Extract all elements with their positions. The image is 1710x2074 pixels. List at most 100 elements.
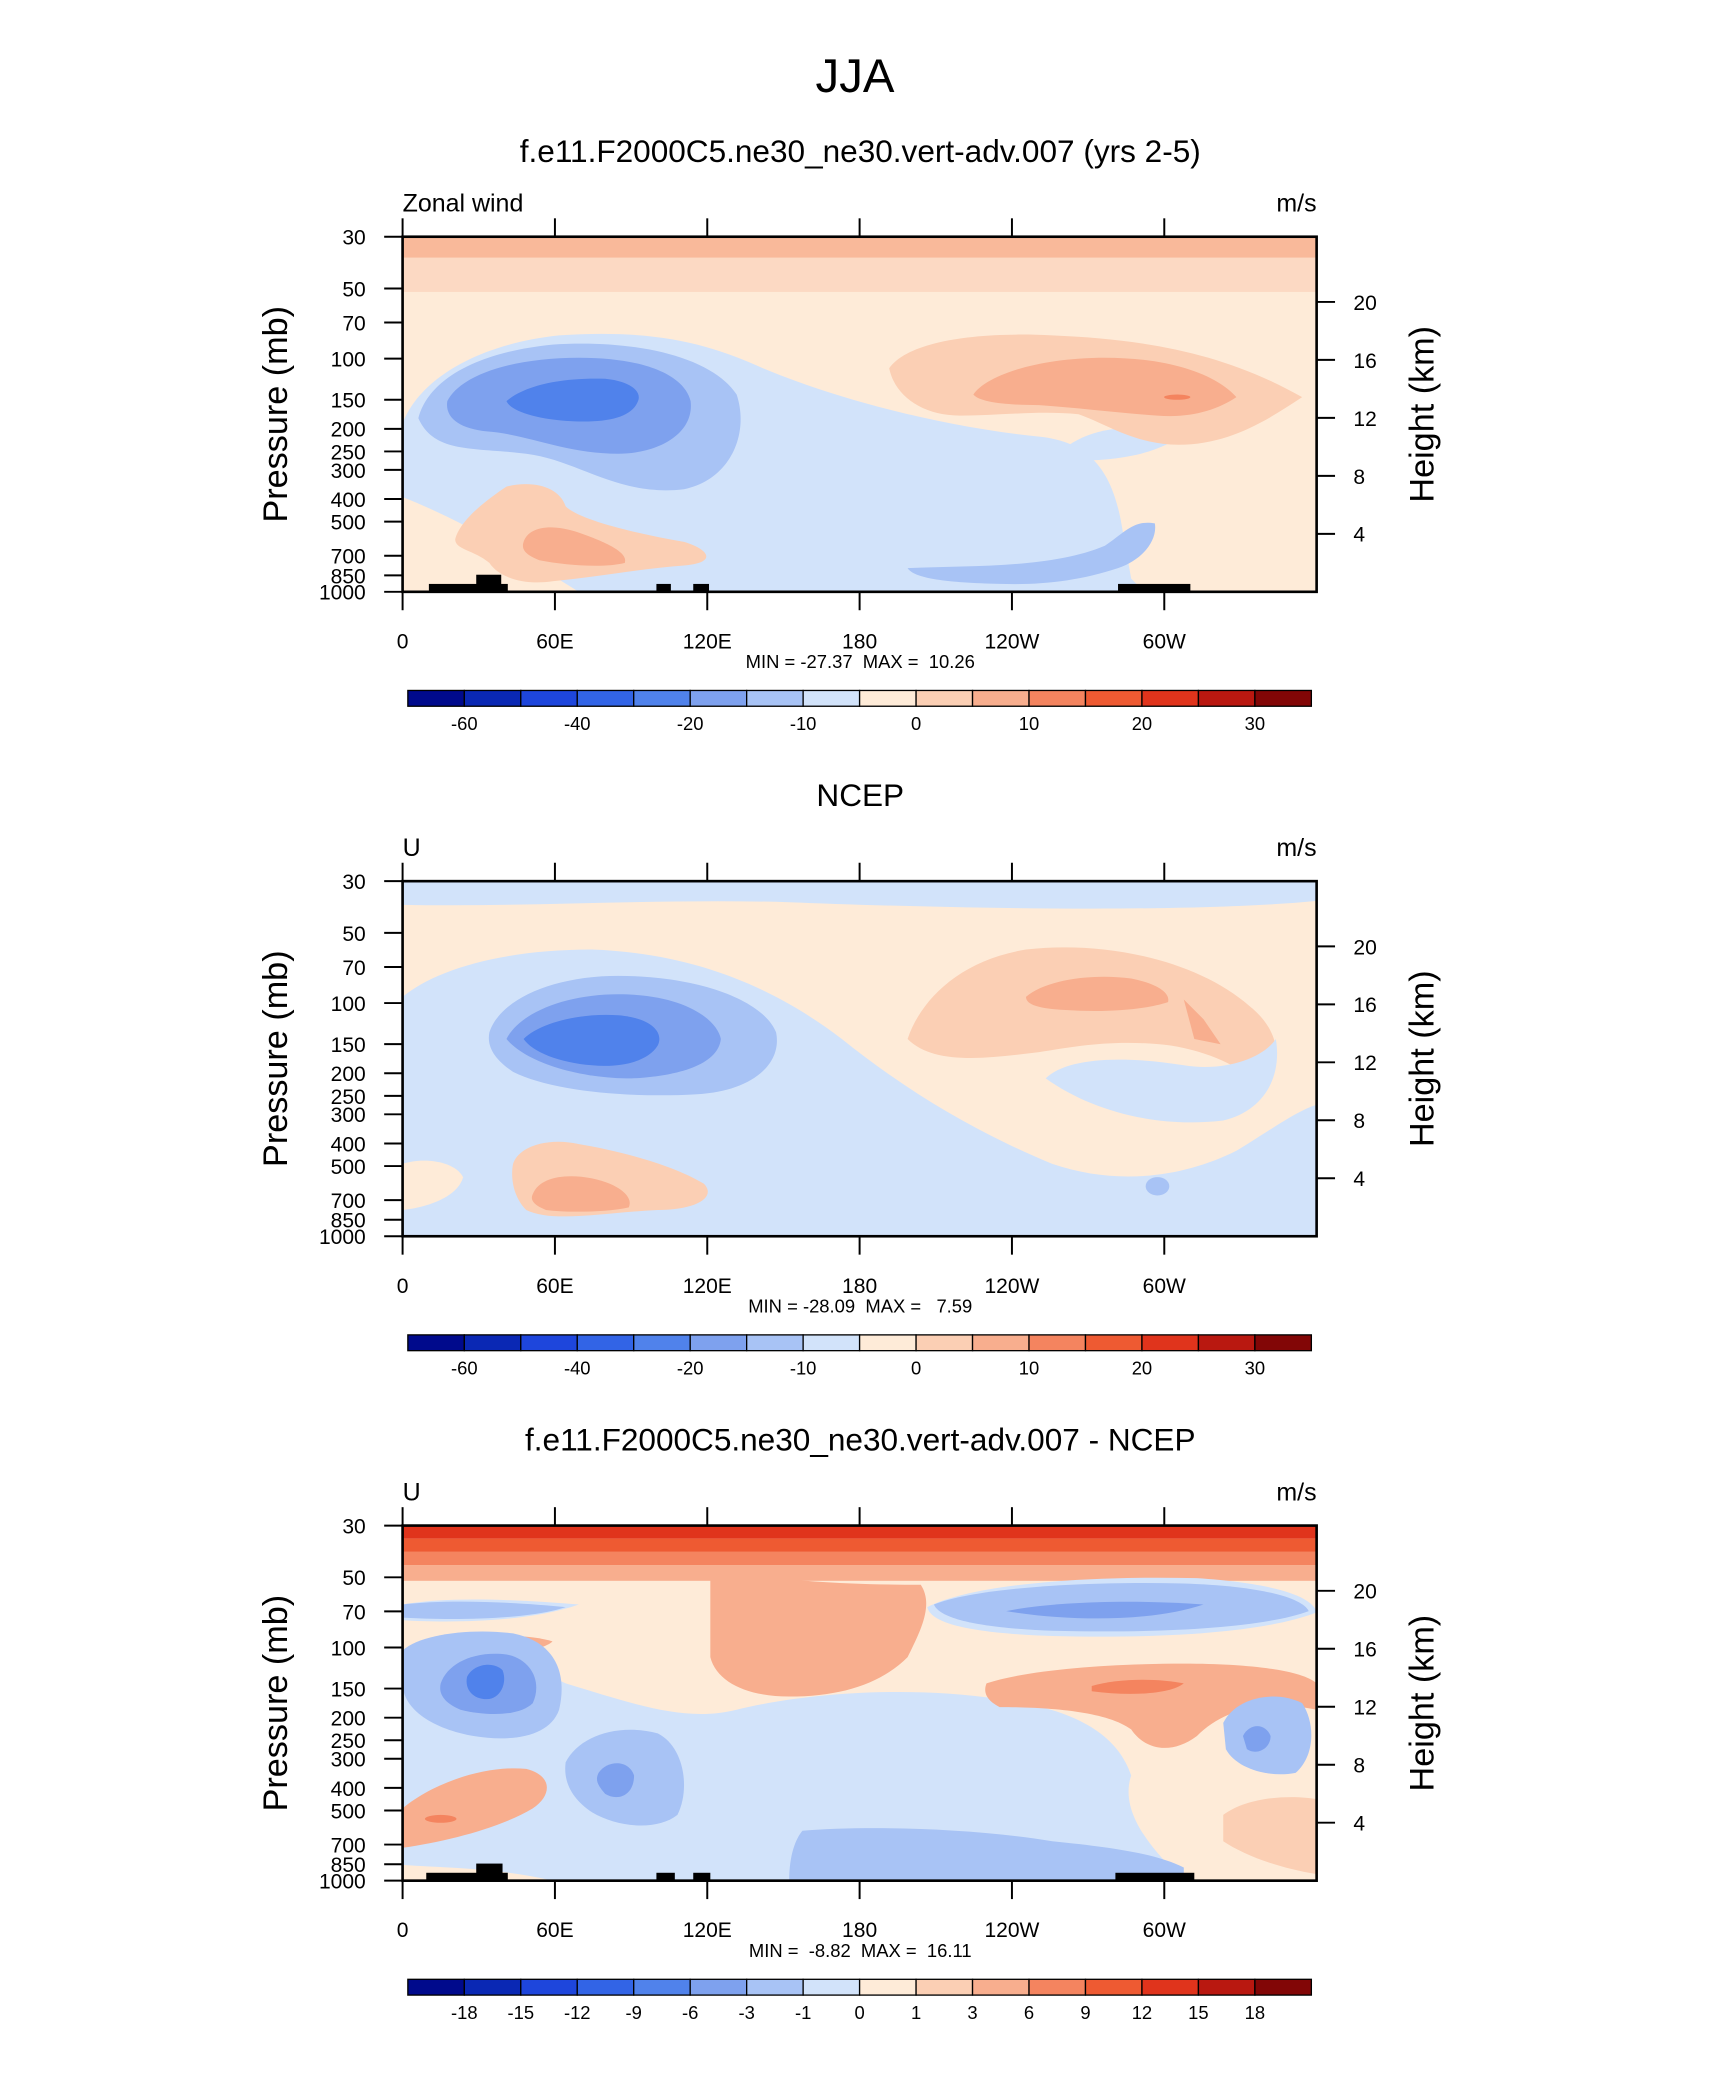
colorbar-label: -10: [790, 1357, 817, 1378]
y-tick-label: 850: [331, 1210, 366, 1233]
y-tick-label: 400: [331, 489, 366, 512]
colorbar-box: [1254, 1334, 1313, 1352]
y-tick-label: 200: [331, 1063, 366, 1086]
colorbar-label: -20: [677, 713, 704, 734]
colorbar-label: 0: [854, 2002, 864, 2023]
left-string: Zonal wind: [403, 190, 524, 218]
y-tick-label: 850: [331, 565, 366, 588]
colorbar-box: [576, 1334, 635, 1352]
colorbar-box: [576, 689, 635, 707]
y2-tick-label: 8: [1353, 1755, 1365, 1778]
panel-title: f.e11.F2000C5.ne30_ne30.vert-adv.007 - N…: [525, 1422, 1196, 1458]
contour-field: [402, 236, 1317, 592]
colorbar-box: [1084, 1334, 1143, 1352]
colorbar-box: [746, 1334, 804, 1352]
colorbar-box: [802, 1334, 861, 1352]
colorbar-label: -6: [682, 2002, 698, 2023]
colorbar-box: [858, 1334, 917, 1352]
x-tick-label: 120E: [683, 630, 732, 653]
colorbar-label: -20: [677, 1357, 704, 1378]
x-tick-label: 60W: [1143, 1919, 1186, 1942]
colorbar-box: [463, 1978, 522, 1996]
colorbar-box: [746, 689, 804, 707]
colorbar-label: -3: [738, 2002, 754, 2023]
colorbar-box: [802, 1978, 861, 1996]
y2-tick-label: 20: [1353, 936, 1376, 959]
y2-tick-label: 16: [1353, 1639, 1376, 1662]
x-tick-label: 120E: [683, 1275, 732, 1298]
colorbar-label: -15: [507, 2002, 534, 2023]
colorbar-label: 18: [1245, 2002, 1265, 2023]
colorbar-box: [971, 1334, 1030, 1352]
y-tick-label: 700: [331, 1190, 366, 1213]
colorbar-label: -18: [451, 2002, 478, 2023]
y-axis-label: Pressure (mb): [257, 306, 295, 523]
panel-title: f.e11.F2000C5.ne30_ne30.vert-adv.007 (yr…: [520, 133, 1201, 169]
y-tick-label: 250: [331, 1086, 366, 1109]
y2-axis-label: Height (km): [1404, 970, 1442, 1147]
colorbar-box: [1197, 1978, 1256, 1996]
panel-title: NCEP: [816, 777, 904, 813]
x-tick-label: 120W: [984, 1919, 1039, 1942]
colorbar-box: [915, 689, 974, 707]
y-tick-label: 700: [331, 1834, 366, 1857]
contour-field: [402, 1525, 1317, 1881]
colorbar-box: [689, 1978, 748, 1996]
colorbar-box: [407, 1978, 465, 1996]
x-tick-label: 60E: [536, 630, 573, 653]
x-tick-label: 120W: [984, 630, 1039, 653]
colorbar-label: 10: [1019, 713, 1039, 734]
y2-tick-label: 8: [1353, 1110, 1365, 1133]
colorbar-box: [1084, 1978, 1143, 1996]
y2-tick-label: 4: [1353, 1168, 1365, 1191]
y2-tick-label: 12: [1353, 408, 1376, 431]
y-tick-label: 70: [342, 1601, 365, 1624]
y-tick-label: 30: [342, 1515, 365, 1538]
stats-label: MIN = -28.09 MAX = 7.59: [748, 1296, 972, 1317]
colorbar-box: [971, 1978, 1030, 1996]
colorbar-box: [1084, 689, 1143, 707]
y-tick-label: 1000: [319, 1226, 366, 1249]
x-tick-label: 180: [842, 1275, 877, 1298]
colorbar-box: [1028, 1978, 1087, 1996]
y2-tick-label: 4: [1353, 1813, 1365, 1836]
colorbar-label: -40: [564, 713, 591, 734]
colorbar-box: [802, 689, 861, 707]
y-tick-label: 850: [331, 1854, 366, 1877]
colorbar-box: [971, 689, 1030, 707]
colorbar-label: -1: [795, 2002, 811, 2023]
x-tick-label: 180: [842, 630, 877, 653]
colorbar-box: [1028, 1334, 1087, 1352]
y-tick-label: 500: [331, 1800, 366, 1823]
y-tick-label: 30: [342, 227, 365, 250]
colorbar-box: [1141, 689, 1200, 707]
colorbar-label: 30: [1245, 713, 1265, 734]
y-tick-label: 70: [342, 957, 365, 980]
panel-3: [402, 1525, 1317, 1881]
y-tick-label: 200: [331, 1708, 366, 1731]
x-tick-label: 0: [397, 1919, 409, 1942]
y-tick-label: 300: [331, 460, 366, 483]
y-axis-label: Pressure (mb): [257, 950, 295, 1167]
y-tick-label: 1000: [319, 582, 366, 605]
colorbar-label: 6: [1024, 2002, 1034, 2023]
colorbar-label: -10: [790, 713, 817, 734]
colorbar-label: 15: [1188, 2002, 1208, 2023]
y-tick-label: 500: [331, 1156, 366, 1179]
y-tick-label: 300: [331, 1749, 366, 1772]
y-tick-label: 300: [331, 1104, 366, 1127]
colorbar-box: [520, 1978, 578, 1996]
colorbar-box: [1254, 689, 1313, 707]
colorbar-label: 30: [1245, 1357, 1265, 1378]
x-tick-label: 0: [397, 1275, 409, 1298]
y-tick-label: 700: [331, 546, 366, 569]
y-tick-label: 30: [342, 871, 365, 894]
colorbar-box: [407, 689, 465, 707]
colorbar-box: [576, 1978, 635, 1996]
colorbar-label: 1: [911, 2002, 921, 2023]
colorbar-label: 10: [1019, 1357, 1039, 1378]
colorbar-box: [463, 689, 522, 707]
left-string: U: [403, 1479, 421, 1507]
x-tick-label: 0: [397, 630, 409, 653]
